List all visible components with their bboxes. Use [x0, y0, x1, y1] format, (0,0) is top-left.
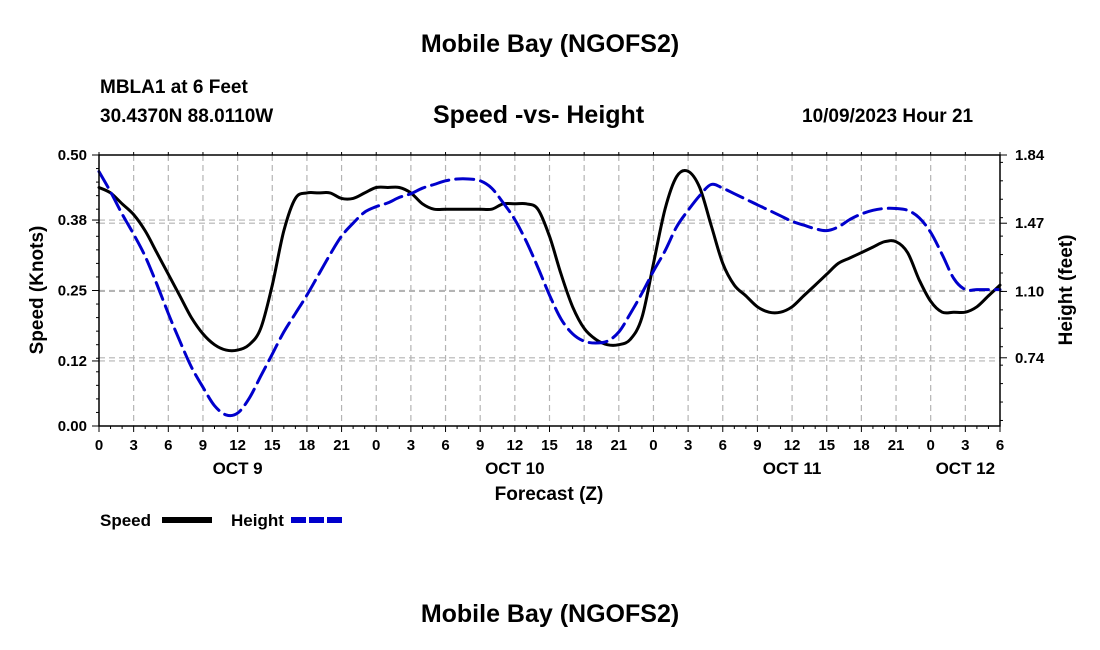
y-axis-label-left: Speed (Knots): [27, 226, 48, 355]
main-title: Mobile Bay (NGOFS2): [420, 30, 680, 58]
x-tick-label: 6: [996, 437, 1004, 454]
x-tick-label: 9: [199, 437, 207, 454]
y-tick-label-left: 0.50: [58, 147, 87, 164]
x-tick-label: 6: [441, 437, 449, 454]
x-tick-label: 6: [719, 437, 727, 454]
day-label: OCT 10: [485, 459, 545, 478]
legend: Speed Height: [100, 511, 343, 530]
x-tick-label: 9: [753, 437, 761, 454]
x-tick-label: 12: [229, 437, 246, 454]
x-tick-label: 3: [684, 437, 692, 454]
x-axis-label: Forecast (Z): [495, 484, 604, 505]
legend-label-speed: Speed: [100, 511, 151, 530]
x-tick-label: 0: [95, 437, 103, 454]
axes: 0 3 6 9 12 15 18 21 0 3 6 9 12 15 18 21 0 3 6 9 12 15 18 21 0 3 6O…: [58, 147, 1045, 478]
x-tick-label: 15: [818, 437, 835, 454]
plot-frame: [98, 154, 1001, 427]
x-tick-label: 18: [299, 437, 316, 454]
x-tick-label: 12: [507, 437, 524, 454]
x-tick-label: 21: [610, 437, 627, 454]
station-coordinates: 30.4370N 88.0110W: [100, 106, 274, 127]
day-label: OCT 12: [936, 459, 996, 478]
x-tick-label: 21: [333, 437, 350, 454]
footer-title: Mobile Bay (NGOFS2): [420, 600, 680, 628]
x-tick-label: 18: [576, 437, 593, 454]
day-label: OCT 9: [213, 459, 263, 478]
series-line-speed: [97, 168, 1002, 353]
y-tick-label-left: 0.38: [58, 212, 87, 229]
x-tick-label: 9: [476, 437, 484, 454]
x-tick-label: 3: [129, 437, 137, 454]
y-tick-label-right: 0.74: [1015, 350, 1045, 367]
y-tick-label-left: 0.12: [58, 353, 87, 370]
x-tick-label: 0: [649, 437, 657, 454]
legend-label-height: Height: [231, 511, 284, 530]
forecast-run-time: 10/09/2023 Hour 21: [802, 106, 974, 127]
x-tick-label: 0: [927, 437, 935, 454]
grid-lines: [99, 155, 1000, 426]
x-tick-label: 18: [853, 437, 870, 454]
y-tick-label-right: 1.47: [1015, 215, 1044, 232]
y-axis-label-right: Height (feet): [1056, 235, 1077, 346]
series-line-height: [97, 170, 1002, 418]
y-tick-label-right: 1.10: [1015, 283, 1044, 300]
y-tick-label-left: 0.25: [58, 283, 87, 300]
x-tick-label: 15: [264, 437, 281, 454]
series-lines: [97, 168, 1002, 418]
chart-subtitle: Speed -vs- Height: [433, 101, 645, 129]
x-tick-label: 3: [961, 437, 969, 454]
x-tick-label: 15: [541, 437, 558, 454]
x-tick-label: 0: [372, 437, 380, 454]
y-tick-label-left: 0.00: [58, 418, 87, 435]
station-name: MBLA1 at 6 Feet: [100, 77, 248, 98]
x-tick-label: 12: [784, 437, 801, 454]
x-tick-label: 6: [164, 437, 172, 454]
x-tick-label: 21: [888, 437, 905, 454]
x-tick-label: 3: [407, 437, 415, 454]
day-label: OCT 11: [763, 459, 822, 478]
y-tick-label-right: 1.84: [1015, 147, 1045, 164]
